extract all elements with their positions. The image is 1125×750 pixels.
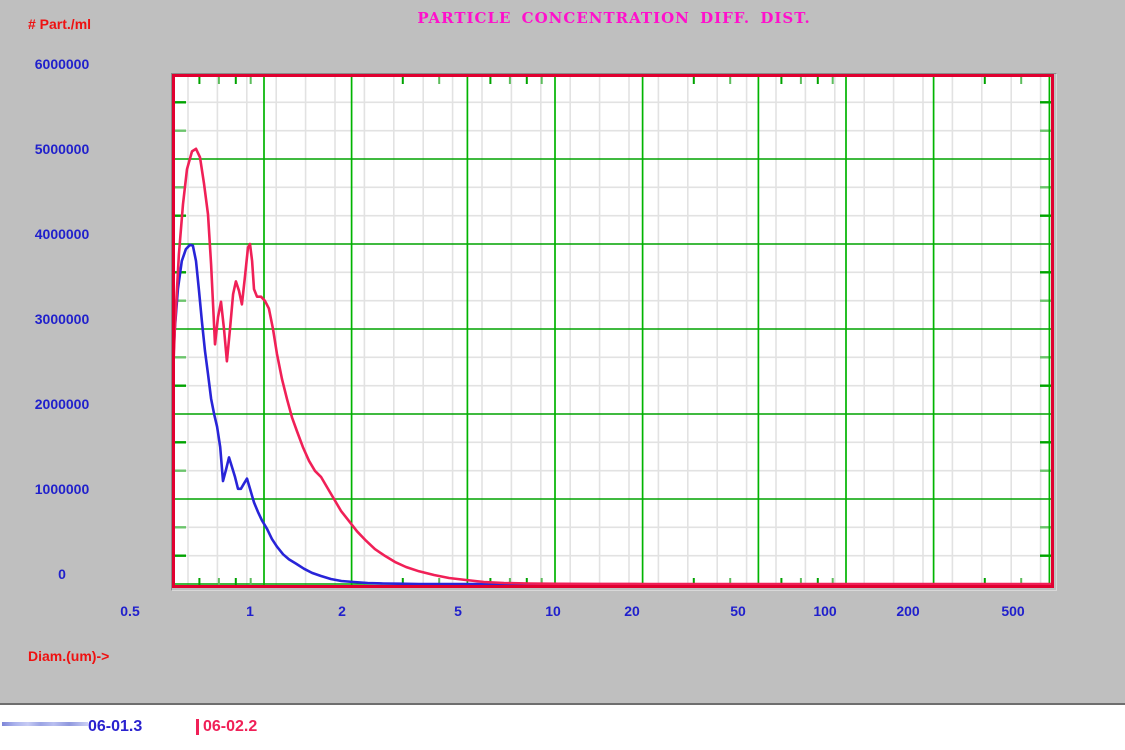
x-tick-label: 1	[246, 603, 254, 619]
plot-area	[170, 74, 1056, 588]
x-tick-label: 200	[896, 603, 920, 619]
x-tick-label: 10	[545, 603, 561, 619]
legend: 06-01.3 06-02.2	[0, 714, 1125, 750]
legend-series2-label: 06-02.2	[203, 718, 258, 735]
y-tick-label: 3000000	[34, 311, 90, 327]
x-tick-label: 0.5	[120, 603, 140, 619]
x-tick-label: 50	[730, 603, 746, 619]
x-tick-label: 100	[813, 603, 837, 619]
y-tick-label: 2000000	[34, 396, 90, 412]
y-tick-label: 6000000	[34, 56, 90, 72]
chart-title: PARTICLE CONCENTRATION DIFF. DIST.	[417, 9, 811, 27]
legend-series1-label: 06-01.3	[88, 718, 143, 735]
y-tick-label: 0	[58, 566, 66, 582]
x-tick-label: 2	[338, 603, 346, 619]
y-tick-label: 4000000	[34, 226, 90, 242]
legend-series1-swatch	[2, 722, 88, 726]
legend-series2-marker	[196, 719, 199, 735]
x-axis-title: Diam.(um)->	[28, 648, 110, 664]
x-tick-label: 5	[454, 603, 462, 619]
plot-frame	[170, 73, 1057, 591]
x-tick-label: 20	[624, 603, 640, 619]
y-tick-label: 1000000	[34, 481, 90, 497]
x-tick-label: 500	[1001, 603, 1025, 619]
y-axis-title: # Part./ml	[28, 16, 92, 32]
y-tick-label: 5000000	[34, 141, 90, 157]
